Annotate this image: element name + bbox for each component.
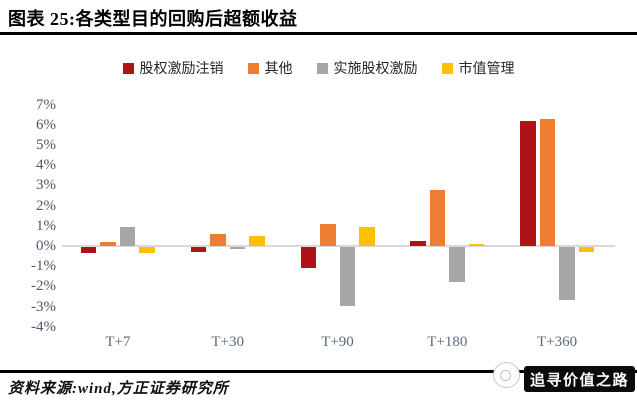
y-axis-tick-label: -3%	[31, 298, 56, 315]
bar-T+180-series3	[449, 247, 465, 283]
bar-T+30-series2	[210, 233, 226, 246]
x-axis-tick-label: T+30	[211, 334, 244, 350]
bar-T+90-series4	[359, 226, 375, 246]
x-axis-tick-label: T+180	[427, 334, 468, 350]
y-axis-tick-label: 7%	[36, 96, 56, 113]
bar-T+7-series1	[80, 247, 97, 254]
y-axis-tick-label: 0%	[36, 238, 56, 254]
bar-T+30-series3	[229, 247, 246, 250]
bar-T+360-series4	[578, 247, 595, 253]
legend-swatch-icon	[122, 62, 134, 74]
bar-T+7-series2	[100, 241, 116, 246]
footer-divider	[0, 370, 637, 373]
bar-T+90-series1	[300, 247, 316, 269]
bar-T+90-series2	[320, 223, 336, 246]
legend-label: 其他	[264, 62, 293, 77]
y-axis-tick-label: -1%	[31, 258, 56, 275]
zero-axis-line	[62, 245, 615, 247]
y-axis-tick-label: -2%	[31, 278, 56, 295]
legend-item-3: 实施股权激励	[316, 58, 418, 78]
bar-T+180-series4	[468, 243, 485, 246]
bar-T+90-series3	[339, 247, 355, 306]
legend-item-1: 股权激励注销	[122, 58, 224, 78]
y-axis-tick-label: 1%	[36, 217, 56, 234]
y-axis-tick-label: -4%	[31, 318, 56, 335]
watermark-badge: 追寻价值之路	[524, 366, 635, 392]
watermark-logo-icon	[493, 362, 520, 388]
bar-chart: 7% 6% 5% 4% 3% 2% 1% 0% -1% -2% -3% -4% T+7 T+30 T+90 T…	[31, 96, 615, 350]
y-axis-tick-label: 3%	[36, 177, 56, 194]
legend-swatch-icon	[247, 62, 259, 74]
legend-swatch-icon	[441, 62, 453, 74]
bar-T+7-series4	[139, 247, 155, 254]
figure-title: 图表 25:各类型目的回购后超额收益	[8, 9, 298, 29]
source-note: 资料来源:wind,方正证券研究所	[8, 381, 229, 397]
bar-T+30-series4	[249, 235, 265, 246]
legend-label: 市值管理	[458, 62, 515, 77]
y-axis-tick-label: 4%	[36, 157, 56, 174]
legend-swatch-icon	[316, 62, 328, 74]
x-axis-tick-label: T+7	[105, 334, 131, 350]
x-axis-tick-label: T+90	[321, 334, 354, 350]
x-axis-tick-label: T+360	[537, 334, 578, 350]
legend-item-4: 市值管理	[441, 58, 515, 78]
bar-T+360-series2	[539, 118, 556, 246]
bar-T+7-series3	[119, 226, 136, 246]
bar-T+360-series3	[559, 247, 575, 300]
y-axis-tick-label: 2%	[36, 197, 56, 214]
y-axis-tick-label: 6%	[36, 116, 56, 133]
bar-T+30-series1	[190, 247, 207, 253]
y-axis-tick-label: 5%	[36, 137, 56, 153]
legend-label: 股权激励注销	[139, 62, 224, 77]
title-divider	[0, 32, 637, 35]
legend-label: 实施股权激励	[333, 62, 418, 77]
bar-T+180-series1	[410, 240, 426, 246]
bar-T+180-series2	[429, 190, 446, 246]
bar-T+360-series1	[520, 120, 536, 246]
legend-item-2: 其他	[247, 58, 293, 78]
chart-legend: 股权激励注销 其他 实施股权激励 市值管理	[0, 58, 637, 78]
